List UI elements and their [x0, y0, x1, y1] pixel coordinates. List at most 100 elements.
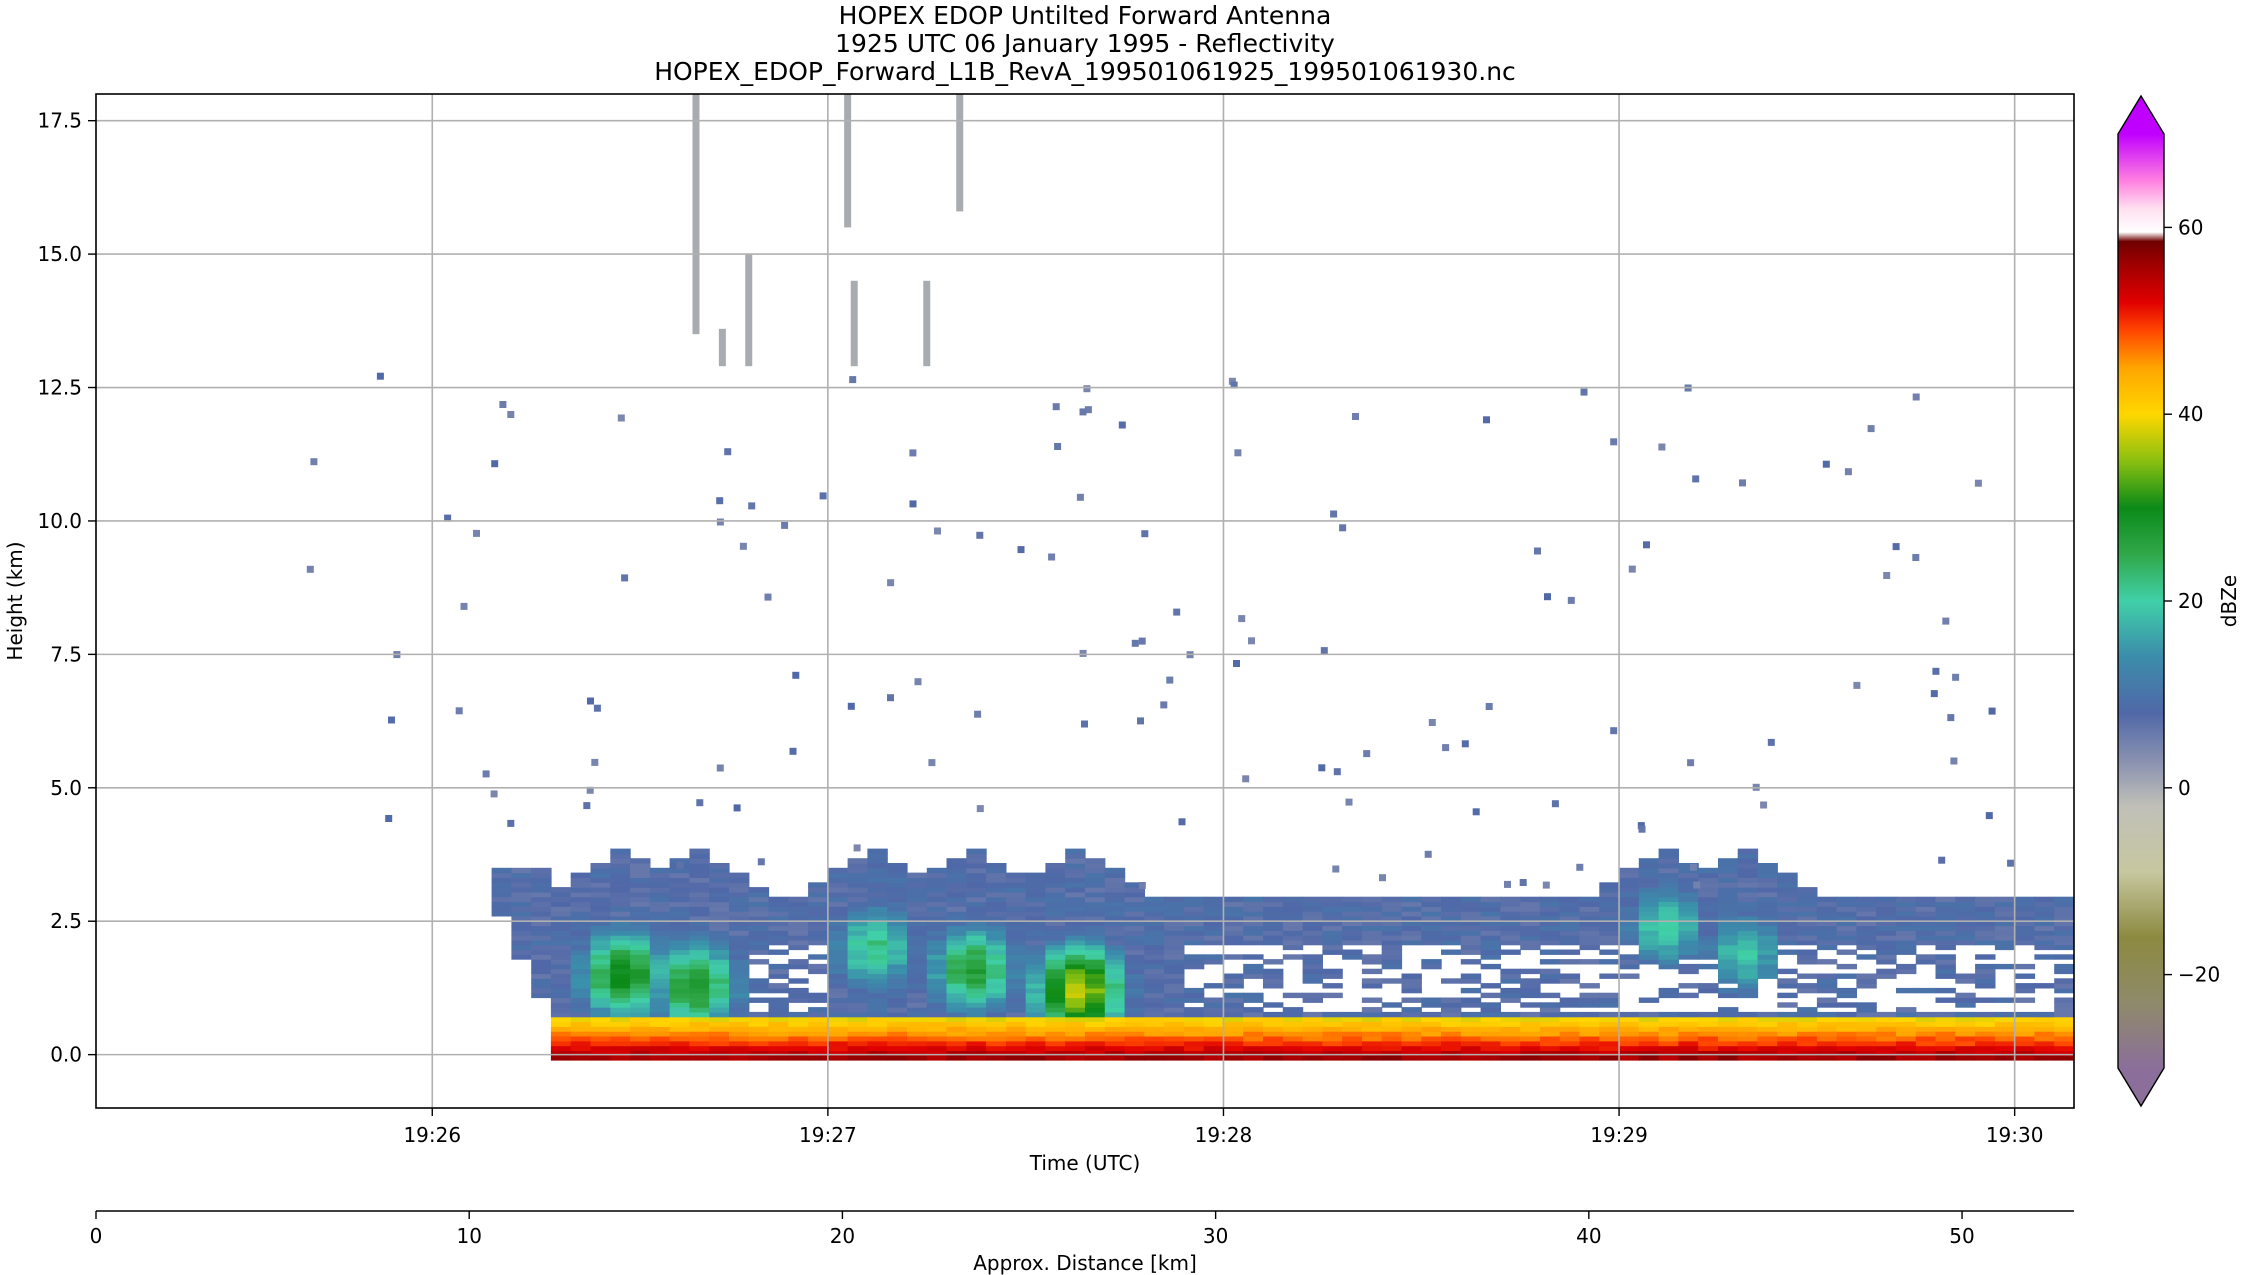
- reflectivity-cell: [1935, 939, 1956, 946]
- reflectivity-cell: [748, 1036, 770, 1042]
- reflectivity-cell: [1638, 925, 1660, 931]
- reflectivity-cell: [590, 901, 611, 907]
- speckle-cell: [928, 759, 936, 767]
- reflectivity-cell: [946, 963, 967, 970]
- reflectivity-cell: [1085, 920, 1106, 927]
- x-tick-label: 19:26: [403, 1123, 461, 1147]
- reflectivity-cell: [1757, 959, 1778, 965]
- reflectivity-cell: [1460, 1002, 1482, 1008]
- reflectivity-cell: [1559, 1011, 1581, 1018]
- reflectivity-cell: [946, 935, 967, 941]
- speckle-cell: [1739, 479, 1746, 487]
- reflectivity-cell: [1678, 954, 1699, 960]
- reflectivity-cell: [1361, 901, 1383, 907]
- reflectivity-cell: [1302, 1026, 1323, 1032]
- reflectivity-cell: [1005, 896, 1027, 903]
- reflectivity-cell: [1619, 973, 1640, 979]
- reflectivity-cell: [1500, 1026, 1521, 1032]
- reflectivity-cell: [847, 1031, 868, 1037]
- reflectivity-cell: [1223, 1050, 1244, 1056]
- reflectivity-cell: [1480, 915, 1501, 922]
- reflectivity-cell: [1757, 925, 1778, 931]
- reflectivity-cell: [1757, 1055, 1778, 1061]
- reflectivity-cell: [1085, 983, 1106, 989]
- reflectivity-cell: [570, 925, 592, 931]
- reflectivity-cell: [630, 968, 651, 975]
- reflectivity-cell: [1441, 901, 1462, 907]
- reflectivity-cell: [570, 887, 592, 893]
- reflectivity-cell: [1124, 949, 1145, 955]
- reflectivity-cell: [1381, 978, 1403, 984]
- reflectivity-cell: [847, 901, 868, 907]
- reflectivity-cell: [986, 1007, 1007, 1013]
- reflectivity-cell: [1915, 901, 1937, 907]
- speckle-cell: [853, 844, 861, 852]
- reflectivity-cell: [1737, 867, 1759, 874]
- reflectivity-cell: [2034, 1021, 2055, 1027]
- speckle-cell: [499, 401, 507, 408]
- reflectivity-cell: [1718, 887, 1739, 893]
- missing-data-column: [844, 94, 852, 228]
- reflectivity-cell: [1005, 1045, 1027, 1051]
- reflectivity-cell: [887, 915, 908, 922]
- reflectivity-cell: [1955, 896, 1976, 903]
- reflectivity-cell: [1856, 1055, 1877, 1061]
- reflectivity-cell: [847, 1016, 868, 1023]
- reflectivity-cell: [1065, 1021, 1086, 1027]
- reflectivity-cell: [550, 1016, 572, 1023]
- reflectivity-cell: [630, 935, 651, 941]
- reflectivity-cell: [1737, 1036, 1759, 1042]
- reflectivity-cell: [1856, 1026, 1877, 1032]
- reflectivity-cell: [1381, 963, 1403, 970]
- reflectivity-cell: [1975, 1026, 1996, 1032]
- reflectivity-cell: [729, 987, 750, 994]
- reflectivity-cell: [531, 867, 552, 874]
- reflectivity-cell: [590, 891, 611, 898]
- reflectivity-cell: [1678, 935, 1699, 941]
- reflectivity-cell: [1915, 1021, 1937, 1027]
- reflectivity-cell: [1460, 973, 1482, 979]
- speckle-cell: [676, 861, 684, 869]
- reflectivity-cell: [1797, 1036, 1818, 1042]
- reflectivity-cell: [1164, 968, 1185, 975]
- reflectivity-cell: [1005, 887, 1027, 893]
- speckle-cell: [1461, 740, 1469, 748]
- reflectivity-cell: [946, 1011, 967, 1018]
- reflectivity-cell: [1737, 954, 1759, 960]
- reflectivity-cell: [1579, 997, 1600, 1003]
- reflectivity-cell: [1045, 992, 1066, 999]
- reflectivity-cell: [1777, 911, 1798, 917]
- reflectivity-cell: [1955, 978, 1976, 984]
- reflectivity-cell: [926, 911, 948, 917]
- reflectivity-cell: [1658, 954, 1679, 960]
- reflectivity-cell: [630, 963, 651, 970]
- reflectivity-cell: [887, 872, 908, 878]
- reflectivity-cell: [2054, 1050, 2074, 1056]
- reflectivity-cell: [1441, 920, 1462, 927]
- reflectivity-cell: [1638, 896, 1660, 903]
- reflectivity-cell: [1144, 959, 1165, 965]
- reflectivity-cell: [847, 939, 868, 946]
- reflectivity-cell: [887, 983, 908, 989]
- reflectivity-cell: [709, 891, 730, 898]
- reflectivity-cell: [1975, 911, 1996, 917]
- reflectivity-cell: [1381, 1031, 1403, 1037]
- reflectivity-cell: [1282, 915, 1304, 922]
- speckle-cell: [376, 372, 384, 380]
- reflectivity-cell: [1183, 939, 1205, 946]
- reflectivity-cell: [1223, 1016, 1244, 1023]
- reflectivity-cell: [768, 925, 789, 931]
- reflectivity-cell: [907, 1016, 928, 1023]
- reflectivity-cell: [1797, 915, 1818, 922]
- reflectivity-cell: [1263, 1031, 1284, 1037]
- reflectivity-cell: [590, 1040, 611, 1047]
- speckle-cell: [1544, 593, 1551, 601]
- reflectivity-cell: [1994, 1016, 2016, 1023]
- reflectivity-cell: [511, 896, 532, 903]
- reflectivity-cell: [986, 983, 1007, 989]
- reflectivity-cell: [1896, 987, 1917, 994]
- reflectivity-cell: [1124, 896, 1145, 903]
- reflectivity-cell: [1935, 925, 1956, 931]
- reflectivity-cell: [1975, 1045, 1996, 1051]
- reflectivity-cell: [1045, 997, 1066, 1003]
